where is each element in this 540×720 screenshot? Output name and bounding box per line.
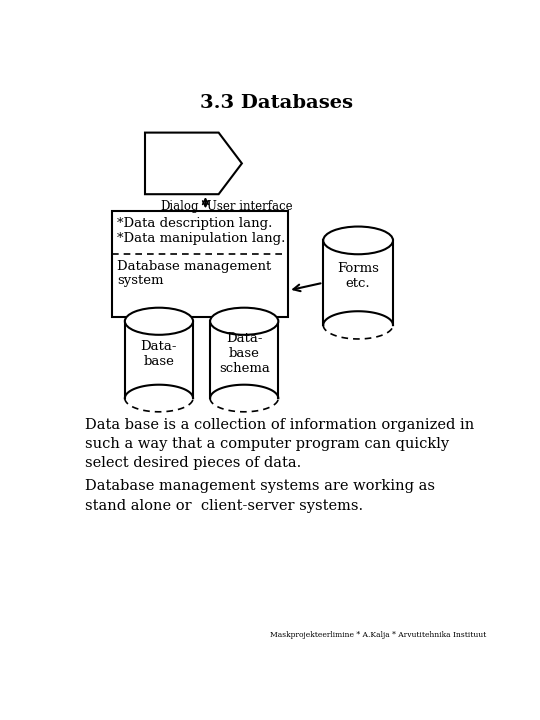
- Text: *Data description lang.: *Data description lang.: [117, 217, 273, 230]
- Text: Forms
etc.: Forms etc.: [337, 262, 379, 290]
- Text: Data-
base: Data- base: [141, 340, 177, 368]
- Text: Database management systems are working as
stand alone or  client-server systems: Database management systems are working …: [85, 479, 435, 513]
- Polygon shape: [210, 321, 278, 398]
- Text: system: system: [117, 274, 164, 287]
- Ellipse shape: [323, 227, 393, 254]
- Text: Database management: Database management: [117, 261, 272, 274]
- Text: *Data manipulation lang.: *Data manipulation lang.: [117, 232, 286, 245]
- Polygon shape: [323, 240, 393, 325]
- Text: User interface: User interface: [207, 200, 293, 213]
- Text: Data-
base
schema: Data- base schema: [219, 332, 269, 375]
- Polygon shape: [145, 132, 242, 194]
- Polygon shape: [112, 211, 288, 318]
- Text: 3.3 Databases: 3.3 Databases: [200, 94, 353, 112]
- Text: Data base is a collection of information organized in
such a way that a computer: Data base is a collection of information…: [85, 418, 474, 470]
- Ellipse shape: [125, 307, 193, 335]
- Ellipse shape: [210, 307, 278, 335]
- Text: Dialog: Dialog: [160, 200, 199, 213]
- Polygon shape: [125, 321, 193, 398]
- Text: Maskprojekteerlimine * A.Kalja * Arvutitehnika Instituut: Maskprojekteerlimine * A.Kalja * Arvutit…: [270, 631, 486, 639]
